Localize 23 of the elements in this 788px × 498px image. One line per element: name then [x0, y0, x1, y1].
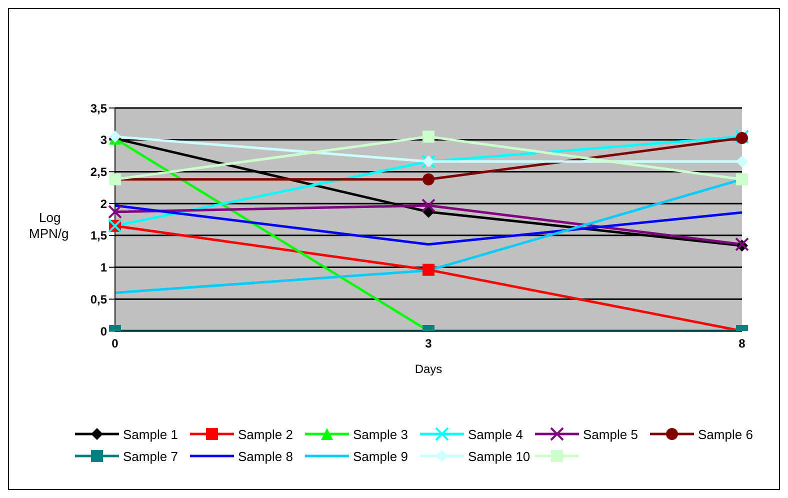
legend-label: Sample 2 — [238, 426, 293, 442]
y-tick-label: 0,5 — [90, 292, 108, 306]
y-axis-title: Log MPN/g — [29, 210, 69, 241]
x-tick-label: 3 — [425, 336, 432, 351]
x-axis-title: Days — [414, 362, 442, 376]
y-tick-label: 3 — [100, 133, 108, 148]
y-tick-label: 3,5 — [90, 101, 108, 116]
legend-label: Sample 3 — [353, 426, 408, 442]
legend-label: Sample 5 — [583, 426, 638, 442]
x-tick-label: 8 — [738, 336, 746, 351]
x-tick-label: 0 — [112, 336, 119, 351]
legend-label: Sample 8 — [238, 448, 293, 464]
y-tick-label: 2,5 — [90, 164, 108, 179]
y-tick-label: 0 — [100, 324, 108, 338]
legend-label: Sample 10 — [468, 448, 530, 464]
legend-label: Sample 4 — [468, 426, 523, 442]
legend-label: Sample 6 — [698, 426, 753, 442]
y-tick-label: 1,5 — [90, 228, 108, 243]
legend-label: Sample 9 — [353, 448, 408, 464]
y-tick-label: 2 — [100, 196, 108, 211]
y-tick-label: 1 — [100, 260, 108, 275]
legend-label: Sample 1 — [123, 426, 178, 442]
legend-label: Sample 7 — [123, 448, 178, 464]
